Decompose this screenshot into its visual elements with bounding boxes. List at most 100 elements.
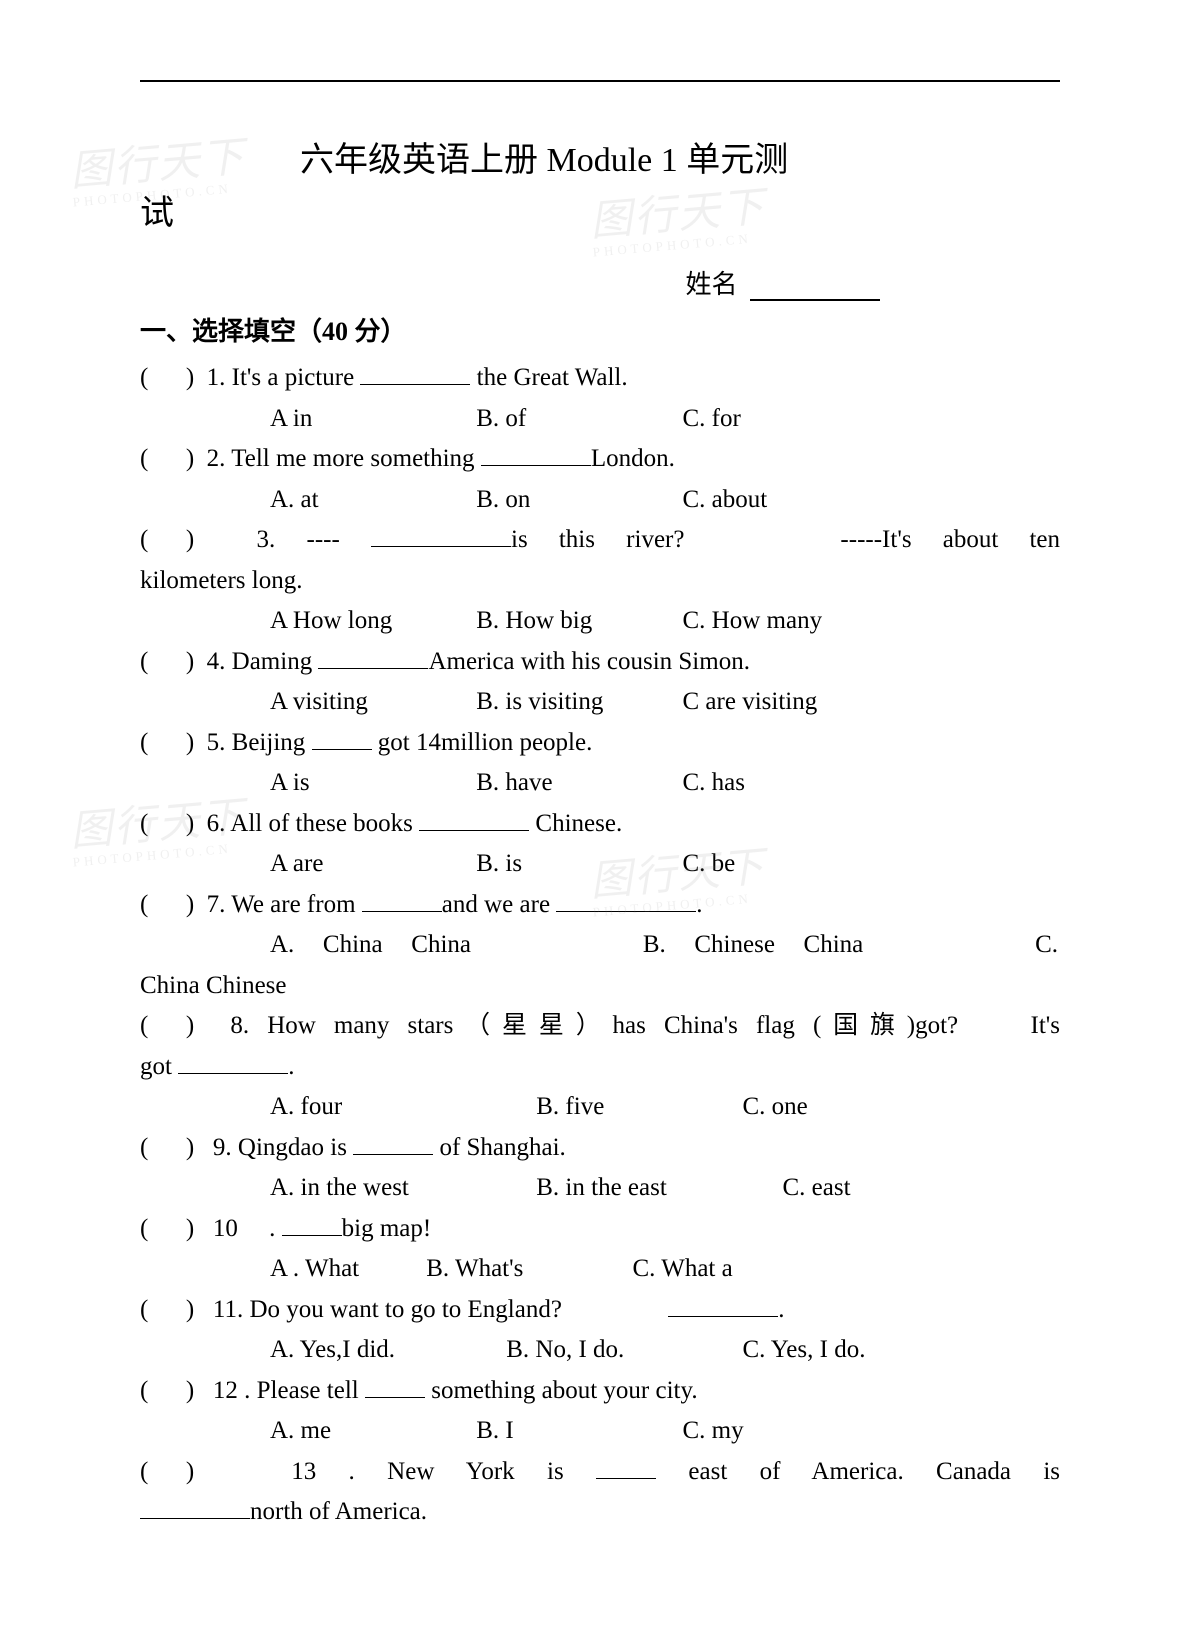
q-stem: . — [778, 1296, 784, 1323]
question-9: ( ) 9. Qingdao is of Shanghai. — [140, 1128, 1060, 1169]
opt-a: A How long — [270, 601, 470, 642]
q-num: 10 — [213, 1215, 238, 1242]
q-num: 7. — [207, 891, 226, 918]
name-blank[interactable] — [750, 299, 880, 301]
answer-slot[interactable]: ( ) — [140, 1209, 194, 1250]
options-8: A. four B. five C. one — [140, 1087, 1060, 1128]
q-stem: ---- — [307, 526, 372, 553]
opt-c: C. one — [743, 1087, 808, 1128]
q-num: 3. — [257, 526, 276, 553]
question-4: ( ) 4. Daming America with his cousin Si… — [140, 642, 1060, 683]
options-5: A is B. have C. has — [140, 763, 1060, 804]
q-num: 5. — [207, 729, 226, 756]
opt-b: B. on — [476, 480, 676, 521]
opt-b: B. have — [476, 763, 676, 804]
answer-slot[interactable]: ( ) — [140, 1371, 194, 1412]
opt-c: C. What a — [633, 1249, 733, 1290]
blank — [481, 444, 591, 467]
q-num: 4. — [207, 648, 226, 675]
q-stem: Tell me more something — [231, 445, 481, 472]
options-10: A . What B. What's C. What a — [140, 1249, 1060, 1290]
answer-slot[interactable]: ( ) — [140, 1128, 194, 1169]
options-3: A How long B. How big C. How many — [140, 601, 1060, 642]
q-num: 11. — [213, 1296, 243, 1323]
question-7: ( ) 7. We are from and we are . — [140, 885, 1060, 926]
answer-slot[interactable]: ( ) — [140, 1290, 194, 1331]
question-2: ( ) 2. Tell me more something London. — [140, 439, 1060, 480]
title-line1: 六年级英语上册 Module 1 单元测 — [300, 132, 1060, 181]
opt-b: B. in the east — [536, 1168, 776, 1209]
options-4: A visiting B. is visiting C are visiting — [140, 682, 1060, 723]
opt-c: C. How many — [683, 601, 823, 642]
options-2: A. at B. on C. about — [140, 480, 1060, 521]
question-8-cont: got . — [140, 1047, 1060, 1088]
q-stem: America with his cousin Simon. — [428, 648, 750, 675]
q-stem: and we are — [442, 891, 557, 918]
blank — [353, 1132, 433, 1155]
q-stem: It's a picture — [232, 364, 361, 391]
question-7-cont: China Chinese — [140, 966, 1060, 1007]
opt-b: B. No, I do. — [506, 1330, 736, 1371]
question-6: ( ) 6. All of these books Chinese. — [140, 804, 1060, 845]
opt-c: C. my — [683, 1411, 744, 1452]
q-num: 8. — [230, 1012, 249, 1039]
answer-slot[interactable]: ( ) — [140, 885, 194, 926]
opt-a: A. China China — [270, 931, 471, 958]
blank — [556, 889, 696, 912]
opt-c: C. Yes, I do. — [743, 1330, 866, 1371]
opt-b: B. How big — [476, 601, 676, 642]
opt-c: C. about — [683, 480, 768, 521]
blank — [360, 363, 470, 386]
section-1-header: 一、选择填空（40 分） — [140, 311, 1060, 348]
opt-c: C. be — [683, 844, 736, 885]
blank — [140, 1497, 250, 1520]
opt-b: B. of — [476, 399, 676, 440]
question-13: ( ) 13 . New York is east of America. Ca… — [140, 1452, 1060, 1493]
question-11: ( ) 11. Do you want to go to England? . — [140, 1290, 1060, 1331]
answer-slot[interactable]: ( ) — [140, 358, 194, 399]
blank — [365, 1375, 425, 1398]
opt-a: A visiting — [270, 682, 470, 723]
q-stem: All of these books — [230, 810, 419, 837]
q-stem: of Shanghai. — [433, 1134, 566, 1161]
q-stem: London. — [591, 445, 675, 472]
answer-slot[interactable]: ( ) — [140, 723, 194, 764]
opt-a: A are — [270, 844, 470, 885]
q-answer: It's — [1031, 1012, 1061, 1039]
q-num: 13 . — [291, 1458, 355, 1485]
q-stem: Daming — [232, 648, 319, 675]
answer-slot[interactable]: ( ) — [140, 1452, 194, 1493]
opt-b: B. What's — [426, 1249, 626, 1290]
options-6: A are B. is C. be — [140, 844, 1060, 885]
question-10: ( ) 10 . big map! — [140, 1209, 1060, 1250]
q-stem: Qingdao is — [238, 1134, 353, 1161]
options-7: A. China China B. Chinese China C. — [140, 925, 1060, 966]
q-stem: east of America. Canada is — [656, 1458, 1060, 1485]
q-stem: the Great Wall. — [470, 364, 627, 391]
q-stem: How many stars（星星）has China's flag (国旗)g… — [267, 1012, 958, 1039]
opt-b: B. I — [476, 1411, 676, 1452]
answer-slot[interactable]: ( ) — [140, 804, 194, 845]
blank — [419, 808, 529, 831]
options-9: A. in the west B. in the east C. east — [140, 1168, 1060, 1209]
q-stem: . — [269, 1215, 282, 1242]
q-stem: got — [140, 1053, 178, 1080]
q-num: 2. — [207, 445, 226, 472]
opt-a: A. at — [270, 480, 470, 521]
answer-slot[interactable]: ( ) — [140, 439, 194, 480]
answer-slot[interactable]: ( ) — [140, 1006, 194, 1047]
q-num: 12 . — [213, 1377, 251, 1404]
question-3-cont: kilometers long. — [140, 561, 1060, 602]
question-1: ( ) 1. It's a picture the Great Wall. — [140, 358, 1060, 399]
options-1: A in B. of C. for — [140, 399, 1060, 440]
q-stem: Beijing — [232, 729, 312, 756]
blank — [371, 525, 511, 548]
opt-c: C. for — [683, 399, 741, 440]
answer-slot[interactable]: ( ) — [140, 520, 194, 561]
title-line2: 试 — [140, 185, 1060, 234]
q-stem: We are from — [231, 891, 362, 918]
opt-a: A in — [270, 399, 470, 440]
answer-slot[interactable]: ( ) — [140, 642, 194, 683]
q-stem: is this river? — [511, 526, 684, 553]
q-stem: . — [288, 1053, 294, 1080]
